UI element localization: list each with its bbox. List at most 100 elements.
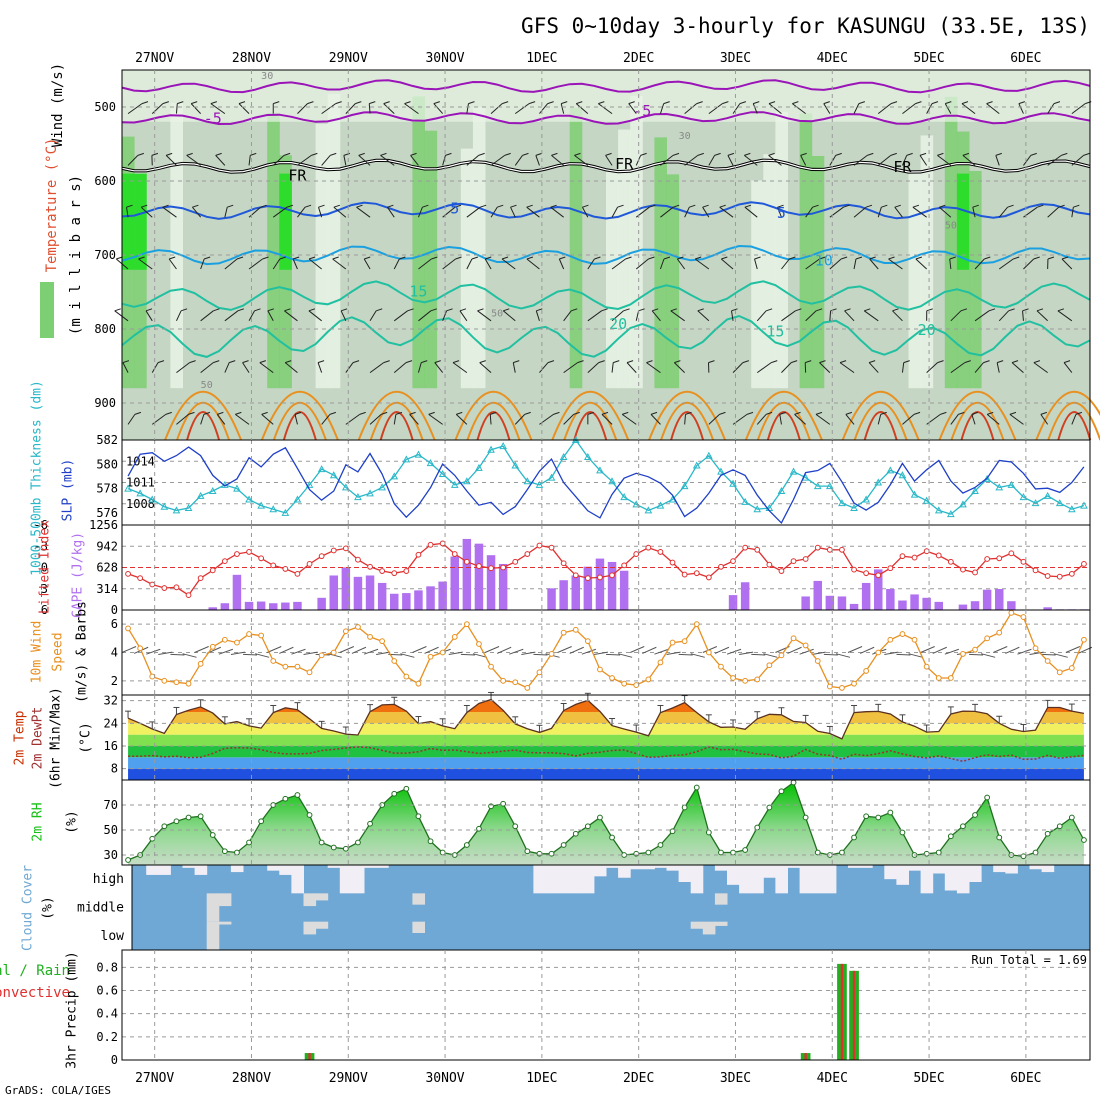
wind-barb-flag — [574, 152, 581, 156]
wind-barb-flag — [1033, 360, 1041, 364]
wind-barb — [393, 362, 407, 373]
wind-barb-flag — [311, 152, 318, 156]
wind-barb-flag — [940, 411, 947, 415]
thickness-point — [450, 480, 459, 488]
wind10-point — [645, 676, 652, 683]
wind-barb-flag — [881, 204, 888, 208]
wind-barb-flag — [903, 360, 910, 364]
thickness-point — [838, 499, 846, 507]
rh2m-point — [161, 823, 168, 830]
upper-ytick: 800 — [94, 322, 116, 336]
temp-band — [128, 757, 1084, 769]
wind10-barb — [811, 651, 826, 655]
wind-barb — [127, 103, 143, 115]
wind10-barb — [969, 653, 984, 656]
day-label-bottom: 1DEC — [526, 1071, 557, 1086]
wind-barb — [919, 155, 928, 166]
wind-barb-flag — [213, 360, 220, 364]
wind-barb-flag — [259, 360, 266, 364]
temp-band — [128, 768, 1084, 780]
wind-barb-flag — [702, 204, 709, 208]
wind-barb-flag — [663, 256, 671, 260]
wind-barb-flag — [815, 411, 823, 415]
cape-bar — [341, 567, 351, 610]
rh2m-point — [742, 847, 749, 853]
wind-barb — [192, 206, 202, 218]
thickness-point — [281, 508, 290, 516]
cloud-cell — [714, 893, 728, 905]
wind-barb-flag — [364, 256, 371, 260]
wind-barb — [659, 258, 665, 270]
wind-barb-flag — [937, 360, 944, 364]
lifted-point — [802, 556, 809, 562]
wind-barb-flag — [587, 411, 594, 415]
rh-shade-column — [751, 180, 764, 389]
wind-barb-flag — [937, 152, 944, 156]
wind-barb — [321, 414, 331, 425]
warm-contour — [186, 411, 221, 441]
wind-barb-flag — [284, 308, 291, 312]
rh-shade-column — [908, 173, 922, 389]
wind-barb-flag — [477, 308, 484, 312]
thickness-point — [487, 445, 495, 453]
wind-barb-flag — [471, 256, 479, 260]
wind-barb — [732, 103, 741, 114]
wind-barb-flag — [452, 360, 460, 364]
wind-barb-flag — [805, 360, 812, 364]
cloud-cell — [327, 865, 341, 868]
wind-barb-flag — [649, 204, 656, 208]
precip-convective-bar — [840, 963, 844, 1060]
thickness-point — [160, 502, 169, 510]
wind10-point — [451, 634, 458, 640]
wind-barb-flag — [795, 308, 802, 312]
cape-ytick: 628 — [96, 561, 118, 575]
wind-barb-flag — [285, 360, 292, 364]
wind-barb-flag — [663, 101, 670, 105]
rh-ytick: 70 — [104, 798, 118, 812]
lifted-point — [633, 551, 640, 557]
rh-shade-column — [799, 113, 813, 389]
run-total: Run Total = 1.69 — [971, 953, 1087, 967]
lifted-point — [887, 565, 894, 572]
temp2m-line — [127, 698, 1085, 740]
cape-bar — [619, 570, 629, 610]
rh-shade-column — [654, 137, 667, 389]
rh2m-point — [246, 839, 252, 846]
cloud-level-label: high — [93, 872, 124, 887]
wind-barb — [902, 414, 915, 425]
wind-barb-flag — [513, 360, 520, 364]
lifted-point — [911, 554, 918, 561]
wind-barb — [845, 414, 855, 425]
wind-barb — [490, 154, 505, 166]
wind-barb-flag — [1013, 256, 1020, 260]
wind-barb — [484, 258, 492, 270]
temp-contour-freezing-inner — [121, 159, 1091, 173]
lifted-point — [814, 544, 821, 551]
rh-shade-column — [315, 123, 329, 389]
rh2m-point — [342, 845, 349, 852]
wind-barb-flag — [972, 204, 979, 208]
wind-barb — [466, 103, 469, 114]
wind-barb — [200, 362, 214, 373]
rh2m-point — [693, 784, 700, 791]
wind10-point — [730, 675, 736, 681]
cloud-cell — [412, 893, 425, 905]
wind-barb-flag — [913, 411, 921, 415]
wind-barb-flag — [237, 308, 245, 312]
lifted-point — [960, 566, 966, 573]
wind-barb-flag — [478, 152, 485, 156]
wind-barb — [126, 207, 129, 218]
wind-barb — [168, 258, 177, 270]
thickness-point — [947, 510, 955, 518]
wind10-barb — [243, 653, 258, 656]
thickness-point — [910, 490, 919, 498]
wind-barb-flag — [1022, 308, 1029, 312]
warm-contour — [164, 390, 243, 441]
wind10-barb — [847, 646, 863, 653]
wind-barb — [165, 155, 177, 166]
lifted-point — [125, 570, 131, 577]
wind10-point — [488, 663, 494, 670]
wind-barb-flag — [122, 360, 130, 364]
wind-barb-flag — [865, 204, 873, 208]
wind-barb-flag — [598, 360, 605, 364]
